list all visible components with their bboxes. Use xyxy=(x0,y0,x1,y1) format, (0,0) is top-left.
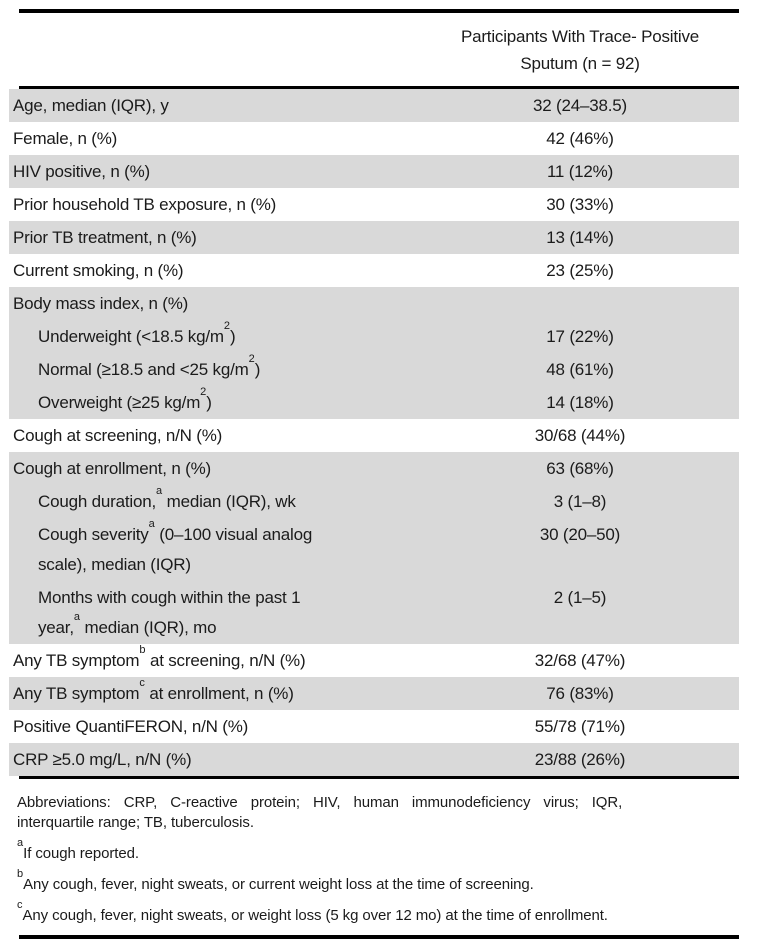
row-label: Underweight (<18.5 kg/m2) xyxy=(38,319,236,346)
footnote-marker: 2 xyxy=(248,352,255,365)
row-label: Body mass index, n (%) xyxy=(13,293,189,313)
table-row: Months with cough within the past 1 year… xyxy=(9,581,739,644)
row-value: 17 (22%) xyxy=(546,326,614,346)
footnote-marker: b xyxy=(17,867,24,880)
table-row: Normal (≥18.5 and <25 kg/m2) 48 (61%) xyxy=(9,353,739,386)
footnote-marker: 2 xyxy=(223,319,230,332)
row-value: 23 (25%) xyxy=(546,260,614,280)
table-row: Female, n (%) 42 (46%) xyxy=(9,122,739,155)
table-body: Age, median (IQR), y 32 (24–38.5) Female, … xyxy=(0,89,758,776)
row-value: 3 (1–8) xyxy=(553,491,607,511)
table-row: Cough at enrollment, n (%) 63 (68%) xyxy=(9,452,739,485)
table-row: Cough severitya (0–100 visual analog sca… xyxy=(9,518,739,581)
row-label: Prior household TB exposure, n (%) xyxy=(13,194,277,214)
footnote-marker: 2 xyxy=(200,385,207,398)
table-row: Cough duration,a median (IQR), wk 3 (1–8) xyxy=(9,485,739,518)
row-value: 30 (33%) xyxy=(546,194,614,214)
table-row: CRP ≥5.0 mg/L, n/N (%) 23/88 (26%) xyxy=(9,743,739,776)
table-row: Cough at screening, n/N (%) 30/68 (44%) xyxy=(9,419,739,452)
row-value: 63 (68%) xyxy=(546,458,614,478)
row-label: Cough duration,a median (IQR), wk xyxy=(38,484,296,511)
footnote-marker: a xyxy=(73,610,80,623)
footnote-marker: c xyxy=(139,676,145,689)
row-label: Age, median (IQR), y xyxy=(13,95,169,115)
row-value: 55/78 (71%) xyxy=(534,716,626,736)
row-label: Prior TB treatment, n (%) xyxy=(13,227,197,247)
row-value: 48 (61%) xyxy=(546,359,614,379)
row-label: Cough at screening, n/N (%) xyxy=(13,425,223,445)
row-label: Current smoking, n (%) xyxy=(13,260,184,280)
footnote: cAny cough, fever, night sweats, or weig… xyxy=(17,898,608,924)
footnote-marker: a xyxy=(155,484,163,497)
table-row: Prior household TB exposure, n (%) 30 (33… xyxy=(9,188,739,221)
footnotes: Abbreviations: CRP, C-reactive protein; … xyxy=(17,793,737,926)
table-row: Current smoking, n (%) 23 (25%) xyxy=(9,254,739,287)
row-label: Positive QuantiFERON, n/N (%) xyxy=(13,716,249,736)
row-value: 32/68 (47%) xyxy=(534,650,626,670)
column-header: Participants With Trace- Positive Sputum… xyxy=(460,27,700,73)
table-row: Underweight (<18.5 kg/m2) 17 (22%) xyxy=(9,320,739,353)
table-row: Any TB symptomc at enrollment, n (%) 76 (… xyxy=(9,677,739,710)
table-row: Age, median (IQR), y 32 (24–38.5) xyxy=(9,89,739,122)
footnote-marker: a xyxy=(17,836,24,849)
row-label: Any TB symptomb at screening, n/N (%) xyxy=(13,643,306,670)
row-value: 13 (14%) xyxy=(546,227,614,247)
row-label: Cough severitya (0–100 visual analog sca… xyxy=(38,517,313,574)
row-label: Overweight (≥25 kg/m2) xyxy=(38,385,212,412)
header-rule xyxy=(19,86,739,89)
row-value: 2 (1–5) xyxy=(553,587,607,607)
table-row: Positive QuantiFERON, n/N (%) 55/78 (71%) xyxy=(9,710,739,743)
footnote: bAny cough, fever, night sweats, or curr… xyxy=(17,867,534,893)
table-row: Overweight (≥25 kg/m2) 14 (18%) xyxy=(9,386,739,419)
top-rule xyxy=(19,9,739,13)
row-value: 76 (83%) xyxy=(546,683,614,703)
row-label: Cough at enrollment, n (%) xyxy=(13,458,211,478)
row-value: 11 (12%) xyxy=(546,161,614,181)
bottom-rule xyxy=(19,934,739,939)
row-value: 23/88 (26%) xyxy=(534,749,626,769)
footnote-list: aIf cough reported. bAny cough, fever, ni… xyxy=(17,836,737,926)
footnote-rule xyxy=(19,776,739,779)
table-row: Body mass index, n (%) xyxy=(9,287,739,320)
row-value: 42 (46%) xyxy=(546,128,614,148)
row-label: Any TB symptomc at enrollment, n (%) xyxy=(13,676,294,703)
footnote-marker: a xyxy=(148,517,155,530)
row-label: HIV positive, n (%) xyxy=(13,161,150,181)
row-value: 14 (18%) xyxy=(546,392,614,412)
footnote-marker: b xyxy=(139,643,146,656)
footnote-marker: c xyxy=(17,898,23,911)
row-value: 30 (20–50) xyxy=(539,524,621,544)
table-row: HIV positive, n (%) 11 (12%) xyxy=(9,155,739,188)
row-label: CRP ≥5.0 mg/L, n/N (%) xyxy=(13,749,192,769)
row-value: 32 (24–38.5) xyxy=(532,95,627,115)
abbreviations-note: Abbreviations: CRP, C-reactive protein; … xyxy=(17,793,623,831)
table-row: Any TB symptomb at screening, n/N (%) 32/… xyxy=(9,644,739,677)
row-label: Normal (≥18.5 and <25 kg/m2) xyxy=(38,352,261,379)
table-row: Prior TB treatment, n (%) 13 (14%) xyxy=(9,221,739,254)
row-value: 30/68 (44%) xyxy=(534,425,626,445)
footnote: aIf cough reported. xyxy=(17,836,139,862)
row-label: Female, n (%) xyxy=(13,128,118,148)
row-label: Months with cough within the past 1 year… xyxy=(38,587,301,637)
